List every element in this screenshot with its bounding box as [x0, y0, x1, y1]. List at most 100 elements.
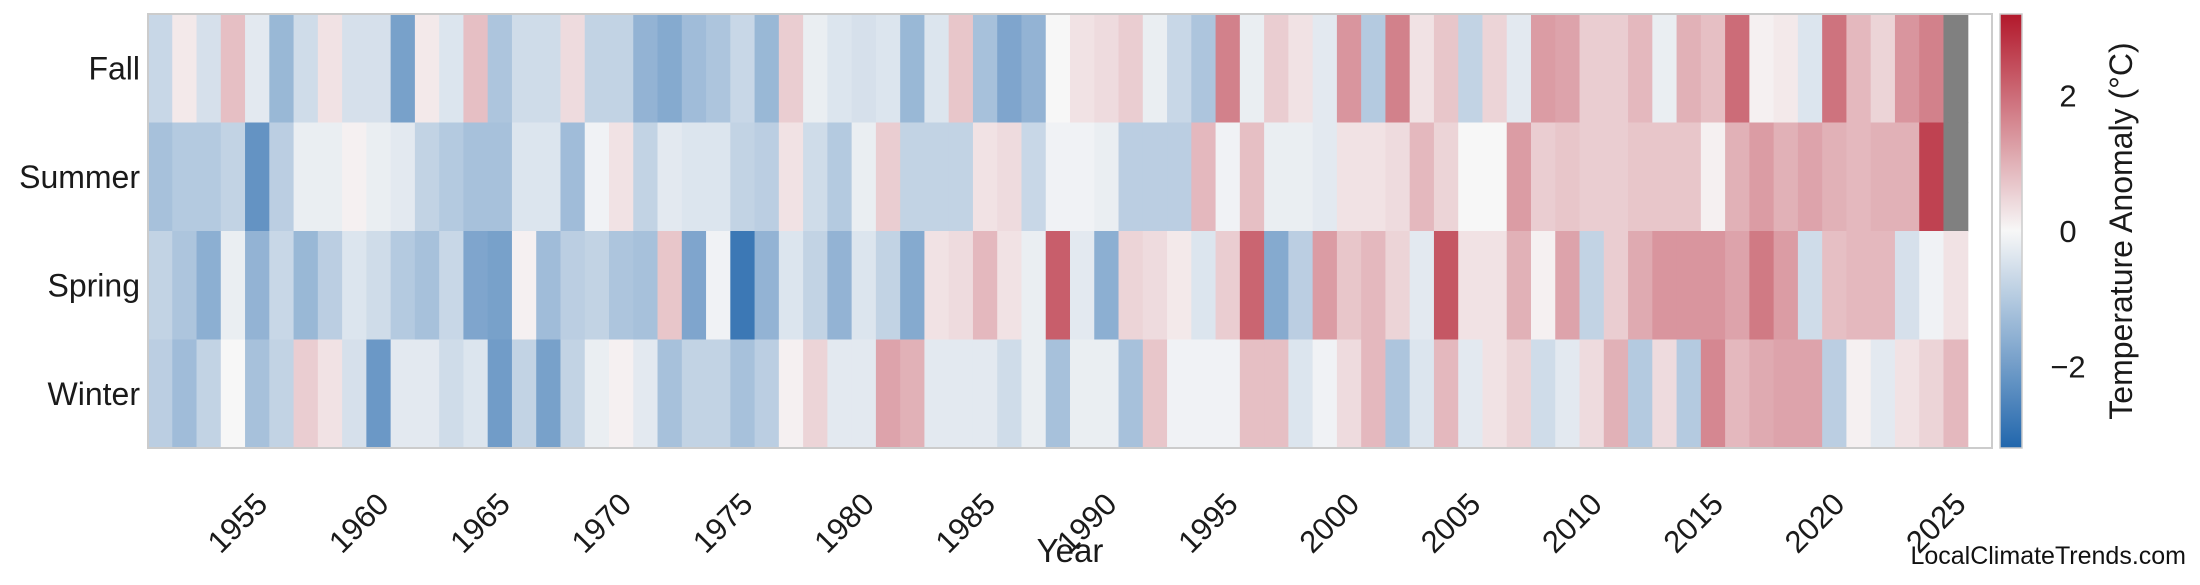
heatmap-cell-fall-1962	[439, 14, 465, 124]
heatmap-cell-summer-1989	[1094, 122, 1120, 232]
heatmap-cells	[148, 14, 1969, 449]
heatmap-cell-winter-1964	[487, 339, 513, 449]
heatmap-cell-summer-1968	[584, 122, 610, 232]
heatmap-cell-fall-1972	[681, 14, 707, 124]
heatmap-cell-winter-1972	[681, 339, 707, 449]
heatmap-cell-fall-1997	[1288, 14, 1314, 124]
heatmap-cell-spring-1952	[196, 231, 222, 341]
heatmap-cell-summer-2023	[1919, 122, 1945, 232]
x-tick-label-2005: 2005	[1414, 486, 1488, 560]
heatmap-cell-winter-1997	[1288, 339, 1314, 449]
heatmap-cell-winter-1956	[293, 339, 319, 449]
colorbar	[1999, 13, 2023, 449]
plot-frame	[147, 13, 1993, 449]
heatmap-cell-fall-1952	[196, 14, 222, 124]
heatmap-cell-spring-2010	[1603, 231, 1629, 341]
heatmap-cell-spring-1970	[633, 231, 659, 341]
heatmap-cell-winter-1970	[633, 339, 659, 449]
heatmap-cell-spring-1995	[1239, 231, 1265, 341]
heatmap-cell-summer-2020	[1846, 122, 1872, 232]
heatmap-cell-summer-2022	[1894, 122, 1920, 232]
heatmap-cell-fall-1985	[997, 14, 1023, 124]
heatmap-cell-summer-1993	[1191, 122, 1217, 232]
row-label-spring: Spring	[48, 267, 141, 303]
heatmap-cell-summer-1992	[1167, 122, 1192, 232]
heatmap-cell-fall-1955	[269, 14, 295, 124]
heatmap-cell-fall-1992	[1167, 14, 1192, 124]
heatmap-cell-winter-1954	[245, 339, 270, 449]
heatmap-cell-summer-1978	[827, 122, 853, 232]
heatmap-cell-fall-1999	[1336, 14, 1362, 124]
heatmap-cell-fall-2004	[1458, 14, 1484, 124]
heatmap-cell-winter-2003	[1433, 339, 1459, 449]
heatmap-cell-spring-1979	[851, 231, 877, 341]
x-tick-label-2000: 2000	[1293, 486, 1367, 560]
heatmap-cell-winter-2020	[1846, 339, 1872, 449]
heatmap-cell-summer-1979	[851, 122, 877, 232]
heatmap-cell-fall-1956	[293, 14, 319, 124]
heatmap-cell-winter-2001	[1385, 339, 1411, 449]
heatmap-cell-summer-2024	[1943, 122, 1969, 232]
heatmap-cell-summer-1983	[948, 122, 974, 232]
x-tick-label-2015: 2015	[1657, 486, 1731, 560]
x-tick-label-2020: 2020	[1778, 486, 1852, 560]
heatmap-cell-spring-1994	[1215, 231, 1241, 341]
heatmap-cell-fall-2003	[1433, 14, 1459, 124]
heatmap-cell-spring-2018	[1797, 231, 1823, 341]
heatmap-cell-summer-1959	[366, 122, 392, 232]
heatmap-cell-summer-1986	[1021, 122, 1047, 232]
heatmap-cell-summer-2016	[1749, 122, 1775, 232]
heatmap-cell-spring-1972	[681, 231, 707, 341]
heatmap-cell-winter-1967	[560, 339, 586, 449]
heatmap-cell-fall-1977	[803, 14, 828, 124]
heatmap-cell-winter-1995	[1239, 339, 1265, 449]
heatmap-cell-winter-1990	[1118, 339, 1144, 449]
heatmap-cell-fall-1969	[609, 14, 634, 124]
heatmap-cell-fall-2023	[1919, 14, 1945, 124]
heatmap-cell-fall-2024	[1943, 14, 1969, 124]
heatmap-cell-fall-1986	[1021, 14, 1047, 124]
heatmap-cell-summer-1963	[463, 122, 489, 232]
heatmap-cell-spring-1957	[317, 231, 343, 341]
heatmap-cell-spring-1964	[487, 231, 513, 341]
heatmap-cell-winter-1959	[366, 339, 392, 449]
heatmap-cell-summer-1975	[754, 122, 780, 232]
heatmap-cell-spring-1955	[269, 231, 295, 341]
heatmap-cell-winter-2015	[1725, 339, 1750, 449]
heatmap-cell-fall-2011	[1628, 14, 1653, 124]
heatmap-cell-spring-2005	[1482, 231, 1508, 341]
heatmap-cell-summer-1966	[536, 122, 562, 232]
heatmap-cell-winter-1977	[803, 339, 828, 449]
heatmap-cell-winter-2021	[1870, 339, 1896, 449]
heatmap-cell-spring-1998	[1312, 231, 1338, 341]
heatmap-cell-summer-1952	[196, 122, 222, 232]
heatmap-cell-summer-2009	[1579, 122, 1605, 232]
heatmap-cell-summer-1951	[172, 122, 198, 232]
heatmap-cell-fall-2018	[1797, 14, 1823, 124]
heatmap-cell-winter-1985	[997, 339, 1023, 449]
heatmap-cell-fall-2010	[1603, 14, 1629, 124]
heatmap-cell-spring-1986	[1021, 231, 1047, 341]
heatmap-cell-winter-2010	[1603, 339, 1629, 449]
heatmap-cell-fall-1950	[148, 14, 173, 124]
heatmap-cell-spring-2023	[1919, 231, 1945, 341]
heatmap-cell-winter-2002	[1409, 339, 1435, 449]
heatmap-cell-summer-2019	[1822, 122, 1848, 232]
heatmap-cell-summer-2004	[1458, 122, 1484, 232]
heatmap-cell-summer-2014	[1700, 122, 1726, 232]
heatmap-cell-spring-2024	[1943, 231, 1969, 341]
heatmap-cell-fall-1983	[948, 14, 974, 124]
heatmap-cell-summer-1967	[560, 122, 586, 232]
heatmap-cell-summer-1998	[1312, 122, 1338, 232]
heatmap-cell-spring-2019	[1822, 231, 1848, 341]
heatmap-cell-fall-1988	[1070, 14, 1095, 124]
heatmap-cell-spring-1989	[1094, 231, 1120, 341]
heatmap-cell-summer-2018	[1797, 122, 1823, 232]
heatmap-cell-fall-1980	[875, 14, 901, 124]
heatmap-cell-fall-2006	[1506, 14, 1532, 124]
heatmap-cell-winter-1983	[948, 339, 974, 449]
heatmap-cell-winter-2016	[1749, 339, 1775, 449]
heatmap-cell-fall-1984	[972, 14, 998, 124]
heatmap-cell-summer-1991	[1142, 122, 1168, 232]
colorbar-tick-label: 2	[2059, 78, 2076, 113]
